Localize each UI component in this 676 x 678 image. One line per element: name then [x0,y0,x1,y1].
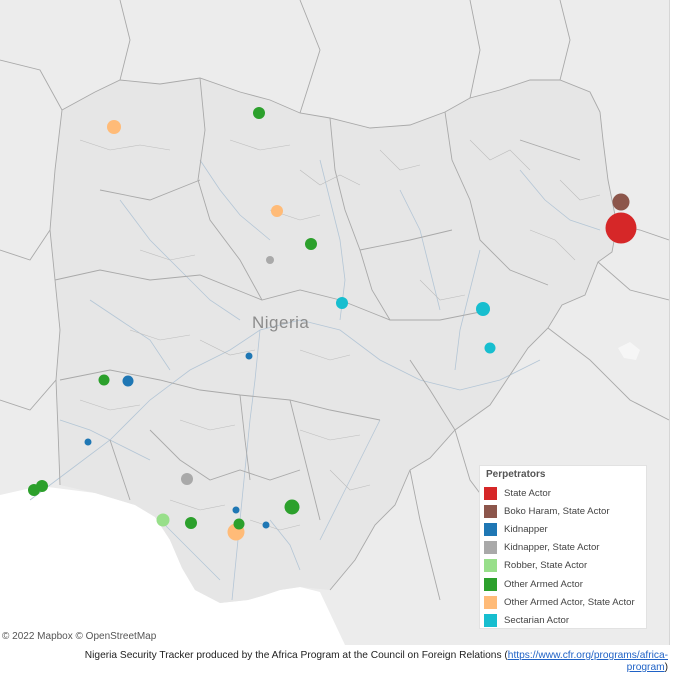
incident-markers [28,107,637,541]
incident-marker[interactable] [233,518,245,530]
rivers [29,159,601,601]
legend-swatch [484,613,497,627]
legend-item[interactable]: Sectarian Actor [484,611,642,629]
incident-marker[interactable] [107,120,121,134]
legend-label: Robber, State Actor [504,560,588,572]
legend-item[interactable]: State Actor [484,484,642,502]
legend-item[interactable]: Robber, State Actor [484,557,642,575]
legend-label: Sectarian Actor [504,614,570,626]
incident-marker[interactable] [156,513,170,527]
ocean [0,486,345,645]
legend-item[interactable]: Other Armed Actor [484,575,642,593]
incident-marker[interactable] [181,473,193,485]
map-canvas[interactable]: Nigeria [0,0,669,645]
incident-marker[interactable] [476,302,490,316]
legend-label: Kidnapper [504,523,548,535]
footer-close-paren: ) [664,662,668,673]
incident-marker[interactable] [605,212,637,244]
legend: Perpetrators State Actor Boko Haram, Stat… [479,465,647,629]
legend-swatch [484,504,497,518]
legend-swatch [484,522,497,536]
admin-boundaries [0,0,669,601]
incident-marker[interactable] [284,499,300,515]
incident-marker[interactable] [122,375,134,387]
incident-marker[interactable] [266,256,274,264]
incident-marker[interactable] [612,193,630,211]
legend-items: State Actor Boko Haram, State Actor Kidnap… [484,484,642,630]
legend-item[interactable]: Kidnapper, State Actor [484,539,642,557]
legend-title: Perpetrators [486,469,546,480]
legend-item[interactable]: Boko Haram, State Actor [484,502,642,520]
legend-swatch [484,595,497,609]
incident-marker[interactable] [305,238,317,250]
lake-chad [618,342,640,360]
map-area[interactable]: Nigeria © [0,0,670,645]
legend-swatch [484,577,497,591]
incident-marker[interactable] [232,506,240,514]
legend-item[interactable]: Kidnapper [484,520,642,538]
nigeria-land [50,78,617,603]
legend-label: Kidnapper, State Actor [504,542,600,554]
legend-swatch [484,541,497,555]
incident-marker[interactable] [245,352,253,360]
incident-marker[interactable] [253,107,265,119]
legend-swatch [484,486,497,500]
incident-marker[interactable] [271,205,283,217]
incident-marker[interactable] [185,517,197,529]
incident-marker[interactable] [336,297,348,309]
legend-label: Other Armed Actor, State Actor [504,596,635,608]
footer-credit: Nigeria Security Tracker produced by the… [0,650,668,674]
legend-label: State Actor [504,487,551,499]
map-attribution[interactable]: © 2022 Mapbox © OpenStreetMap [2,631,157,642]
incident-marker[interactable] [484,342,496,354]
legend-label: Other Armed Actor [504,578,583,590]
incident-marker[interactable] [98,374,110,386]
legend-label: Boko Haram, State Actor [504,505,610,517]
incident-marker[interactable] [84,438,92,446]
legend-swatch [484,559,497,573]
footer-text: Nigeria Security Tracker produced by the… [84,650,508,661]
cfr-link[interactable]: https://www.cfr.org/programs/africa- [507,650,668,661]
incident-marker[interactable] [262,521,270,529]
cfr-link-continued[interactable]: program [626,662,665,673]
incident-marker[interactable] [28,484,40,496]
local-boundaries [79,139,601,531]
country-label: Nigeria [252,313,309,332]
legend-item[interactable]: Other Armed Actor, State Actor [484,593,642,611]
